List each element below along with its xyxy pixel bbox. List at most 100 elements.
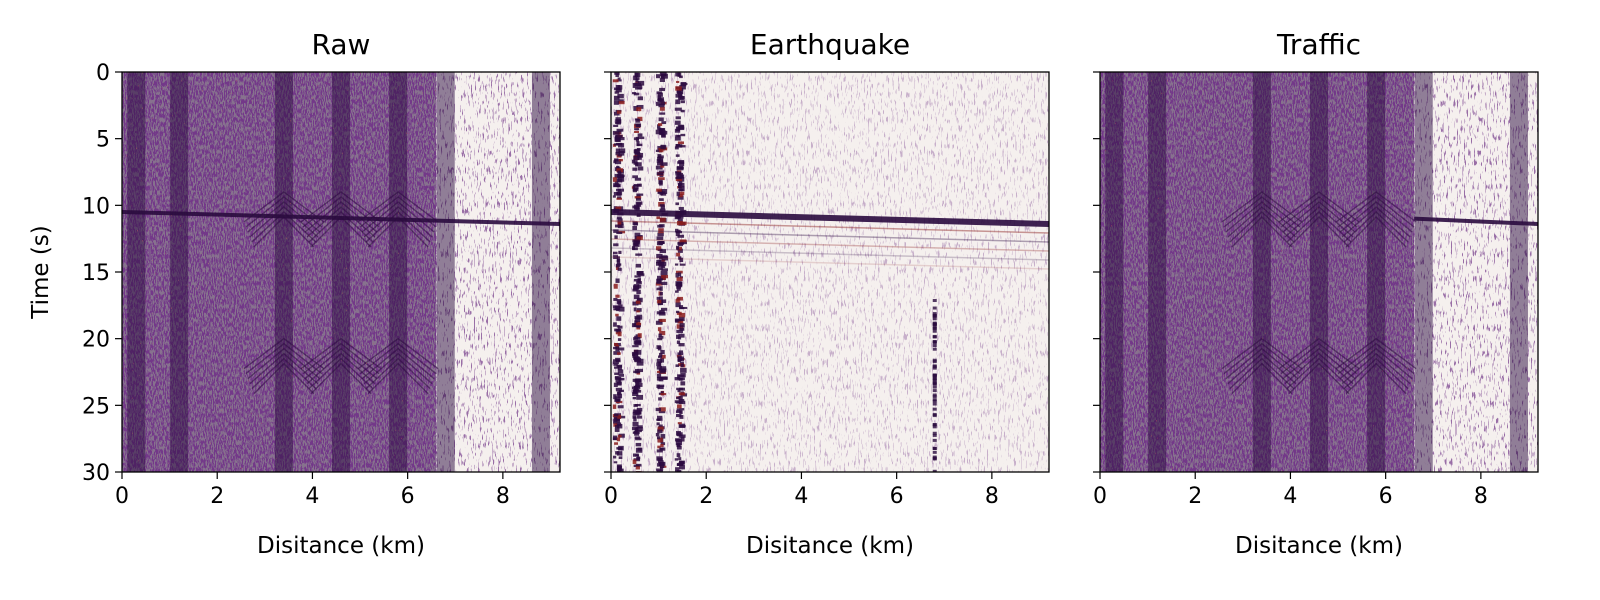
noisy-channel-speck: [618, 250, 622, 254]
noisy-channel-speck: [657, 327, 662, 332]
noisy-channel-speck: [637, 80, 645, 86]
noisy-channel-speck: [679, 263, 686, 266]
noisy-channel-speck: [635, 437, 642, 441]
x-axis-earthquake: 0 2 4 6 8: [604, 472, 999, 509]
noisy-channel-speck: [632, 396, 637, 400]
noisy-channel-speck: [656, 377, 662, 381]
noisy-channel-speck: [679, 461, 685, 464]
bad-channel-speck: [932, 312, 937, 316]
noisy-channel-speck: [613, 87, 618, 91]
noisy-channel-speck: [617, 338, 622, 341]
noisy-channel-speck: [618, 99, 624, 103]
noisy-channel-speck: [661, 307, 668, 311]
noisy-channel-speck: [656, 259, 661, 264]
noisy-channel-speck: [676, 191, 680, 196]
noisy-channel-speck: [617, 154, 623, 157]
noisy-channel-speck: [675, 154, 680, 157]
noisy-channel-speck: [634, 128, 640, 131]
panel-title: Earthquake: [750, 28, 910, 61]
noisy-channel-speck: [618, 151, 625, 156]
noisy-channel-speck: [659, 208, 666, 213]
bad-channel-speck: [932, 377, 937, 381]
noisy-channel-speck: [635, 198, 642, 201]
noisy-channel-speck: [632, 225, 638, 231]
noisy-channel-speck: [636, 349, 642, 355]
noisy-channel-speck: [675, 116, 681, 120]
noisy-channel-speck: [614, 305, 621, 311]
red-speckle: [1100, 72, 1415, 472]
bad-channel-speck: [932, 399, 937, 403]
noisy-channel-speck: [675, 176, 682, 180]
bad-channel-speck: [932, 393, 937, 397]
noisy-channel-speck: [675, 302, 681, 308]
noisy-channel-speck: [660, 73, 668, 79]
noisy-channel-speck: [633, 307, 637, 312]
noisy-channel-speck: [676, 438, 682, 442]
noisy-channel-speck: [636, 107, 642, 112]
x-tick-label: 0: [1093, 484, 1107, 509]
noisy-channel-speck: [637, 273, 645, 277]
noisy-channel-speck: [617, 434, 622, 438]
noisy-channel-speck: [676, 90, 682, 94]
noisy-channel-speck: [679, 257, 684, 263]
noisy-channel-speck: [680, 221, 687, 226]
noisy-channel-speck: [680, 82, 688, 85]
noisy-channel-speck: [634, 275, 641, 278]
noisy-channel-speck: [614, 328, 621, 332]
vehicle-track: [1509, 72, 1528, 472]
noisy-channel-speck: [636, 379, 641, 383]
noisy-channel-speck: [635, 463, 642, 467]
noisy-channel-speck: [678, 305, 684, 309]
noisy-channel-speck: [618, 304, 623, 308]
noisy-channel-speck: [632, 175, 638, 179]
noisy-channel-speck: [659, 291, 663, 296]
noisy-channel-speck: [658, 240, 664, 245]
noisy-channel-speck: [632, 167, 638, 171]
noisy-channel-speck: [615, 346, 620, 352]
noisy-channel-speck: [633, 294, 640, 300]
bad-channel-speck: [932, 402, 937, 406]
noisy-channel-speck: [655, 149, 660, 152]
x-tick-label: 2: [1188, 484, 1202, 509]
noisy-channel-speck: [675, 364, 680, 367]
noisy-channel-speck: [636, 193, 644, 196]
noisy-channel-speck: [658, 355, 662, 358]
noisy-channel-speck: [659, 106, 665, 111]
noisy-channel-speck: [634, 196, 642, 199]
noisy-channel-speck: [633, 75, 638, 81]
noisy-channel-speck: [632, 288, 638, 292]
noisy-channel-speck: [657, 155, 664, 159]
bad-channel-speck: [932, 329, 937, 333]
noisy-channel-speck: [656, 253, 663, 259]
noisy-channel-speck: [633, 155, 640, 161]
noisy-channel-speck: [618, 415, 626, 419]
noisy-channel-speck: [634, 232, 641, 237]
noisy-channel-speck: [617, 218, 623, 223]
bad-channel-speck: [932, 469, 937, 472]
noisy-channel-speck: [616, 231, 623, 235]
noisy-channel-speck: [634, 82, 641, 87]
noisy-channel-speck: [618, 175, 624, 179]
noisy-channel-speck: [678, 193, 683, 198]
noisy-channel-speck: [633, 106, 639, 111]
noisy-channel-speck: [616, 178, 623, 183]
plot-area-traffic: [1099, 71, 1539, 473]
x-tick-label: 2: [699, 484, 713, 509]
noisy-channel-speck: [676, 329, 683, 334]
y-tick-label: 30: [82, 461, 110, 486]
noisy-channel-speck: [632, 221, 638, 226]
noisy-channel-speck: [657, 267, 663, 271]
noisy-channel-speck: [676, 453, 681, 458]
noisy-channel-speck: [676, 396, 680, 400]
bad-channel-speck: [932, 373, 937, 377]
noisy-channel-speck: [656, 216, 661, 220]
y-tick-label: 25: [82, 394, 110, 419]
noisy-channel-speck: [660, 444, 664, 448]
noisy-channel-speck: [678, 457, 682, 461]
noisy-channel-speck: [616, 316, 622, 321]
noisy-channel-speck: [659, 130, 666, 134]
noisy-channel-speck: [616, 197, 622, 200]
noisy-channel-speck: [677, 166, 684, 170]
noisy-channel-speck: [659, 256, 663, 260]
noisy-channel-speck: [636, 308, 642, 312]
